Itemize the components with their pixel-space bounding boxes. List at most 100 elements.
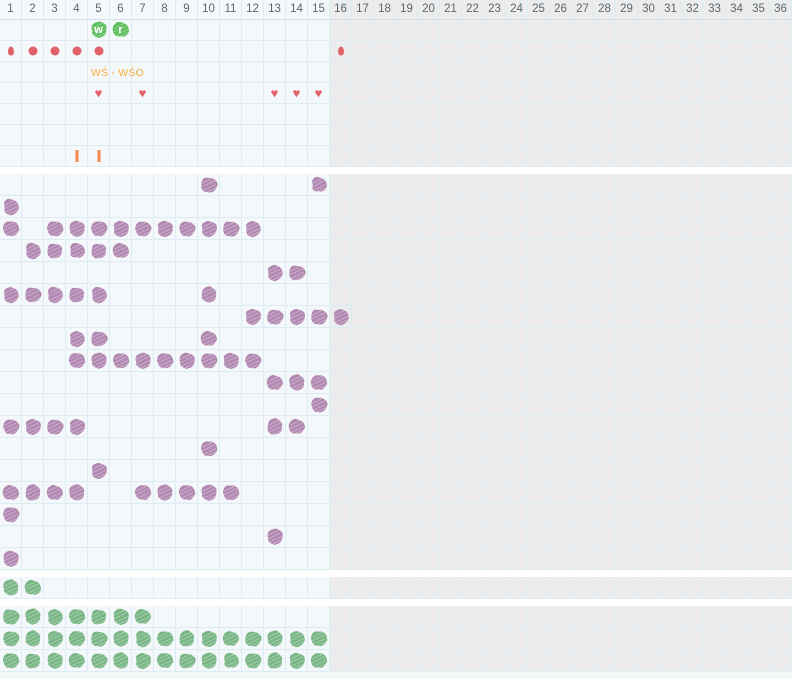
symptom-cell-31[interactable] (660, 196, 682, 218)
symptom-cell-12[interactable] (242, 394, 264, 416)
symptom-cell-7[interactable] (132, 438, 154, 460)
activity-cell-33[interactable] (704, 650, 726, 672)
symptom-cell-24[interactable] (506, 438, 528, 460)
symptom-cell-25[interactable] (528, 306, 550, 328)
symptom-cell-34[interactable] (726, 240, 748, 262)
event-cell-11[interactable] (220, 20, 242, 41)
activity-cell-19[interactable] (396, 606, 418, 628)
activity-cell-31[interactable] (660, 628, 682, 650)
symptom-cell-19[interactable] (396, 350, 418, 372)
symptom-cell-17[interactable] (352, 548, 374, 570)
purple-scribble-mark[interactable] (198, 482, 220, 504)
symptom-cell-27[interactable] (572, 284, 594, 306)
event-cell-17[interactable] (352, 104, 374, 125)
symptom-cell-27[interactable] (572, 196, 594, 218)
event-cell-35[interactable] (748, 104, 770, 125)
event-cell-2[interactable] (22, 146, 44, 167)
symptom-cell-8[interactable] (154, 438, 176, 460)
purple-scribble-mark[interactable] (242, 350, 264, 372)
mood-cell-12[interactable] (242, 577, 264, 599)
symptom-cell-13[interactable] (264, 196, 286, 218)
event-cell-3[interactable] (44, 20, 66, 41)
activity-cell-21[interactable] (440, 606, 462, 628)
symptom-cell-5[interactable] (88, 218, 110, 240)
symptom-cell-17[interactable] (352, 504, 374, 526)
symptom-cell-35[interactable] (748, 196, 770, 218)
symptom-cell-1[interactable] (0, 460, 22, 482)
symptom-cell-12[interactable] (242, 262, 264, 284)
symptom-cell-12[interactable] (242, 328, 264, 350)
symptom-cell-31[interactable] (660, 394, 682, 416)
symptom-cell-34[interactable] (726, 416, 748, 438)
symptom-cell-26[interactable] (550, 504, 572, 526)
symptom-cell-13[interactable] (264, 284, 286, 306)
activity-cell-10[interactable] (198, 650, 220, 672)
event-cell-33[interactable] (704, 83, 726, 104)
event-cell-36[interactable] (770, 146, 792, 167)
symptom-cell-33[interactable] (704, 548, 726, 570)
symptom-cell-15[interactable] (308, 504, 330, 526)
purple-scribble-mark[interactable] (110, 350, 132, 372)
symptom-cell-23[interactable] (484, 284, 506, 306)
event-cell-29[interactable] (616, 125, 638, 146)
event-cell-26[interactable] (550, 146, 572, 167)
symptom-cell-30[interactable] (638, 394, 660, 416)
activity-cell-9[interactable] (176, 650, 198, 672)
symptom-cell-4[interactable] (66, 526, 88, 548)
event-cell-13[interactable] (264, 104, 286, 125)
heart-marker[interactable]: ♥ (92, 87, 105, 100)
event-cell-32[interactable] (682, 41, 704, 62)
event-cell-15[interactable] (308, 125, 330, 146)
symptom-cell-6[interactable] (110, 372, 132, 394)
symptom-cell-22[interactable] (462, 504, 484, 526)
symptom-cell-32[interactable] (682, 372, 704, 394)
symptom-cell-11[interactable] (220, 548, 242, 570)
green-scribble-mark[interactable] (88, 606, 110, 628)
symptom-cell-33[interactable] (704, 460, 726, 482)
activity-cell-18[interactable] (374, 628, 396, 650)
heart-marker[interactable]: ♥ (290, 87, 303, 100)
activity-cell-11[interactable] (220, 650, 242, 672)
purple-scribble-mark[interactable] (132, 482, 154, 504)
symptom-cell-13[interactable] (264, 174, 286, 196)
mood-cell-18[interactable] (374, 577, 396, 599)
event-cell-16[interactable] (330, 125, 352, 146)
symptom-cell-23[interactable] (484, 460, 506, 482)
event-cell-7[interactable] (132, 104, 154, 125)
mood-cell-24[interactable] (506, 577, 528, 599)
symptom-cell-16[interactable] (330, 306, 352, 328)
event-cell-36[interactable] (770, 41, 792, 62)
event-cell-20[interactable] (418, 146, 440, 167)
event-cell-16[interactable] (330, 62, 352, 83)
symptom-cell-6[interactable] (110, 416, 132, 438)
event-cell-25[interactable] (528, 62, 550, 83)
event-cell-5[interactable]: ♥ (88, 83, 110, 104)
mood-cell-19[interactable] (396, 577, 418, 599)
symptom-cell-36[interactable] (770, 482, 792, 504)
symptom-cell-21[interactable] (440, 504, 462, 526)
symptom-cell-11[interactable] (220, 196, 242, 218)
symptom-cell-14[interactable] (286, 284, 308, 306)
activity-cell-28[interactable] (594, 606, 616, 628)
symptom-cell-4[interactable] (66, 504, 88, 526)
event-cell-9[interactable] (176, 104, 198, 125)
activity-cell-1[interactable] (0, 606, 22, 628)
symptom-cell-20[interactable] (418, 482, 440, 504)
symptom-cell-21[interactable] (440, 438, 462, 460)
symptom-cell-8[interactable] (154, 306, 176, 328)
event-cell-36[interactable] (770, 125, 792, 146)
symptom-cell-28[interactable] (594, 284, 616, 306)
symptom-cell-33[interactable] (704, 394, 726, 416)
symptom-cell-32[interactable] (682, 350, 704, 372)
symptom-cell-34[interactable] (726, 504, 748, 526)
event-cell-4[interactable] (66, 41, 88, 62)
symptom-cell-15[interactable] (308, 438, 330, 460)
event-cell-15[interactable] (308, 104, 330, 125)
symptom-cell-1[interactable] (0, 262, 22, 284)
event-cell-11[interactable] (220, 104, 242, 125)
symptom-cell-28[interactable] (594, 526, 616, 548)
symptom-cell-35[interactable] (748, 548, 770, 570)
symptom-cell-5[interactable] (88, 504, 110, 526)
activity-cell-22[interactable] (462, 606, 484, 628)
symptom-cell-1[interactable] (0, 482, 22, 504)
